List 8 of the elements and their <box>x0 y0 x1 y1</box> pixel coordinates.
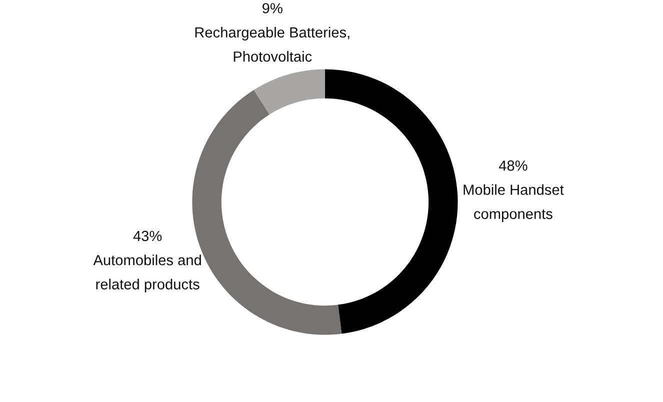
donut-slice <box>325 69 458 334</box>
data-label: 43% <box>133 230 162 242</box>
slice-label: Mobile Handset components <box>464 184 564 222</box>
data-label: 48% <box>498 160 528 171</box>
slice-label: Automobiles and related products <box>93 254 201 292</box>
donut-slice <box>254 69 325 115</box>
data-label: 9% <box>262 3 282 14</box>
slice-label: Rechargeable Batteries, Photovoltaic <box>195 26 350 62</box>
